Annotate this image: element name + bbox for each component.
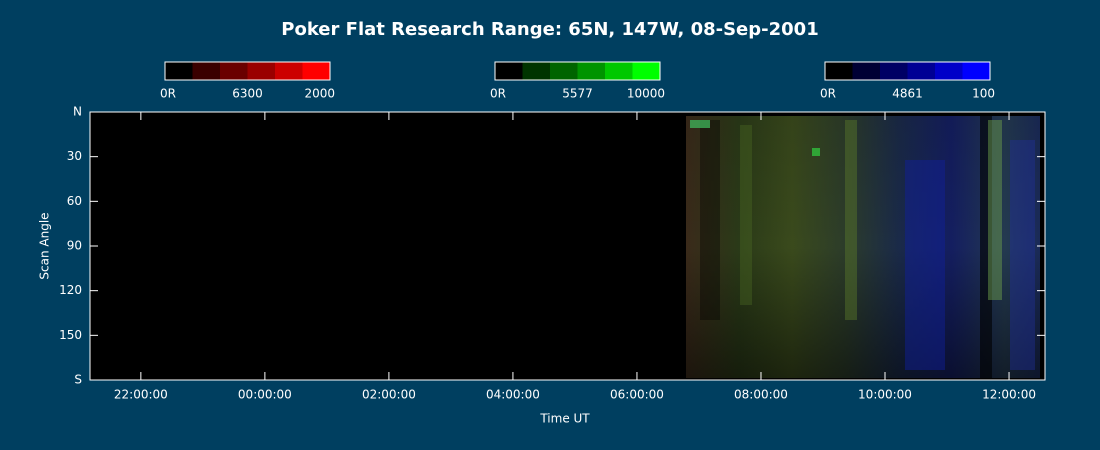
- colorbar-step: [192, 62, 221, 80]
- y-tick-label: 120: [59, 283, 82, 297]
- colorbar-step: [495, 62, 523, 80]
- colorbar-step: [907, 62, 936, 80]
- y-tick-label: 30: [67, 149, 82, 163]
- colorbar-max-label: 100: [972, 87, 995, 101]
- colorbar-min-label: 0R: [490, 87, 506, 101]
- colorbar-step: [632, 62, 661, 80]
- axes: N 30 60 90 120 150 S 22:00:00 00:00:00 02:00:00 04…: [59, 105, 1045, 402]
- colorbar-step: [522, 62, 551, 80]
- colorbar-max-label: 10000: [627, 87, 665, 101]
- colorbar-name: 4861: [892, 87, 923, 101]
- colorbar-step: [852, 62, 881, 80]
- y-axis-label: Scan Angle: [38, 212, 52, 279]
- x-tick-label: 06:00:00: [610, 388, 664, 402]
- colorbar-step: [577, 62, 606, 80]
- x-tick-label: 00:00:00: [238, 388, 292, 402]
- colorbar-name: 5577: [562, 87, 593, 101]
- keogram-image: [686, 116, 1040, 378]
- colorbar-step: [220, 62, 248, 80]
- x-tick-label: 02:00:00: [362, 388, 416, 402]
- chart-title: Poker Flat Research Range: 65N, 147W, 08…: [281, 19, 818, 40]
- colorbar-frame: [494, 61, 661, 81]
- colorbar-frame: [164, 61, 331, 81]
- x-tick-label: 12:00:00: [982, 388, 1036, 402]
- y-tick-label: 60: [67, 194, 82, 208]
- x-axis-label: Time UT: [539, 412, 590, 426]
- colorbar-step: [880, 62, 908, 80]
- colorbar-step: [935, 62, 963, 80]
- x-tick-label: 04:00:00: [486, 388, 540, 402]
- colorbar-step: [825, 62, 853, 80]
- y-tick-label: S: [74, 373, 82, 387]
- x-tick-label: 22:00:00: [114, 388, 168, 402]
- colorbar-step: [302, 62, 331, 80]
- x-tick-label: 10:00:00: [858, 388, 912, 402]
- colorbar-step: [165, 62, 193, 80]
- colorbar-frame: [824, 61, 991, 81]
- colorbar-step: [605, 62, 633, 80]
- y-tick-label: 150: [59, 328, 82, 342]
- x-tick-label: 08:00:00: [734, 388, 788, 402]
- colorbar-step: [962, 62, 991, 80]
- colorbar-min-label: 0R: [820, 87, 836, 101]
- colorbar-step: [247, 62, 276, 80]
- colorbar-step: [275, 62, 303, 80]
- y-tick-label: N: [73, 105, 82, 119]
- colorbar-min-label: 0R: [160, 87, 176, 101]
- colorbar-max-label: 2000: [304, 87, 335, 101]
- y-tick-label: 90: [67, 239, 82, 253]
- colorbar-name: 6300: [232, 87, 263, 101]
- colorbars: 0R 6300 2000 0R 5577 10000 0R 4861 100: [160, 61, 995, 101]
- colorbar-step: [550, 62, 578, 80]
